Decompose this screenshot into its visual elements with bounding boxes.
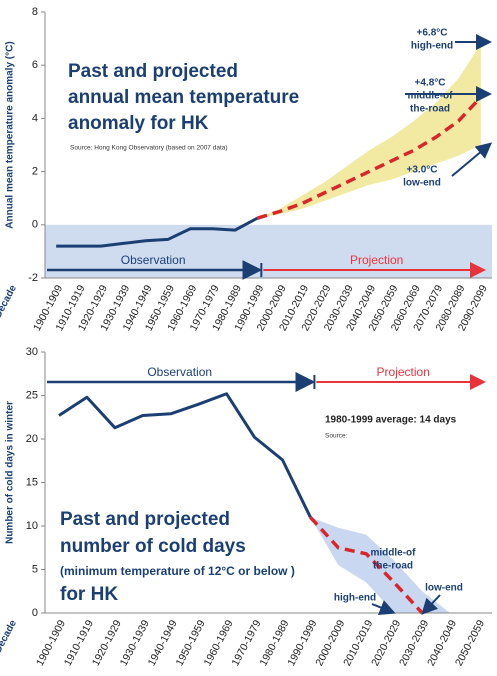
y-tick-label: 15 bbox=[26, 476, 38, 488]
series-label: Projection bbox=[350, 253, 403, 267]
annotation: low-end bbox=[425, 583, 463, 594]
annotation: high-end bbox=[411, 41, 453, 52]
note: 1980-1999 average: 14 days bbox=[325, 415, 457, 426]
y-tick-label: 2 bbox=[32, 166, 38, 178]
source: Source: Hong Kong Observatory (based on … bbox=[70, 145, 228, 152]
y-tick-label: 4 bbox=[32, 112, 38, 124]
projection-range bbox=[257, 43, 481, 219]
annotation: the-road bbox=[373, 561, 413, 572]
series-line bbox=[309, 516, 424, 615]
annotation: low-end bbox=[403, 178, 441, 189]
annotation: high-end bbox=[334, 593, 376, 604]
y-tick-label: 0 bbox=[32, 607, 38, 619]
x-axis-label: Decade bbox=[0, 618, 19, 655]
x-axis-label: Decade bbox=[0, 283, 19, 320]
chart-title: Past and projected bbox=[68, 61, 238, 82]
annotation: middle-of bbox=[371, 548, 417, 559]
series-label: Projection bbox=[377, 365, 430, 379]
chart-subtitle: (minimum temperature of 12°C or below ) bbox=[60, 564, 295, 578]
chart-title: annual mean temperature bbox=[68, 87, 299, 108]
chart-title: for HK bbox=[60, 584, 118, 605]
y-tick-label: 6 bbox=[32, 59, 38, 71]
y-tick-label: -2 bbox=[28, 272, 38, 284]
annotation: +3.0°C bbox=[407, 165, 438, 176]
annotation-arrow bbox=[421, 594, 441, 615]
chart-title: anomaly for HK bbox=[68, 113, 209, 134]
annotation: middle-of bbox=[408, 91, 454, 102]
chart-title: Past and projected bbox=[60, 509, 230, 530]
series-label: Observation bbox=[121, 253, 186, 267]
y-tick-label: 8 bbox=[32, 6, 38, 18]
source: Source: bbox=[325, 433, 348, 440]
series-line bbox=[58, 392, 312, 518]
chart-title: number of cold days bbox=[60, 536, 246, 557]
y-tick-label: 10 bbox=[26, 520, 38, 532]
projection-range bbox=[310, 517, 451, 613]
series-label: Observation bbox=[147, 365, 212, 379]
series-line bbox=[56, 216, 259, 248]
y-tick-label: 0 bbox=[32, 219, 38, 231]
annotation-arrow bbox=[371, 600, 396, 615]
annotation-arrow bbox=[451, 142, 493, 177]
annotation: +4.8°C bbox=[415, 78, 446, 89]
series-line bbox=[256, 95, 483, 220]
annotation: +6.8°C bbox=[417, 28, 448, 39]
y-axis-label: Number of cold days in winter bbox=[5, 401, 16, 544]
annotation: the-road bbox=[410, 104, 450, 115]
y-tick-label: 25 bbox=[26, 389, 38, 401]
y-tick-label: 20 bbox=[26, 433, 38, 445]
y-axis-label: Annual mean temperature anomaly (°C) bbox=[5, 41, 16, 228]
y-tick-label: 30 bbox=[26, 346, 38, 358]
y-tick-label: 5 bbox=[32, 563, 38, 575]
